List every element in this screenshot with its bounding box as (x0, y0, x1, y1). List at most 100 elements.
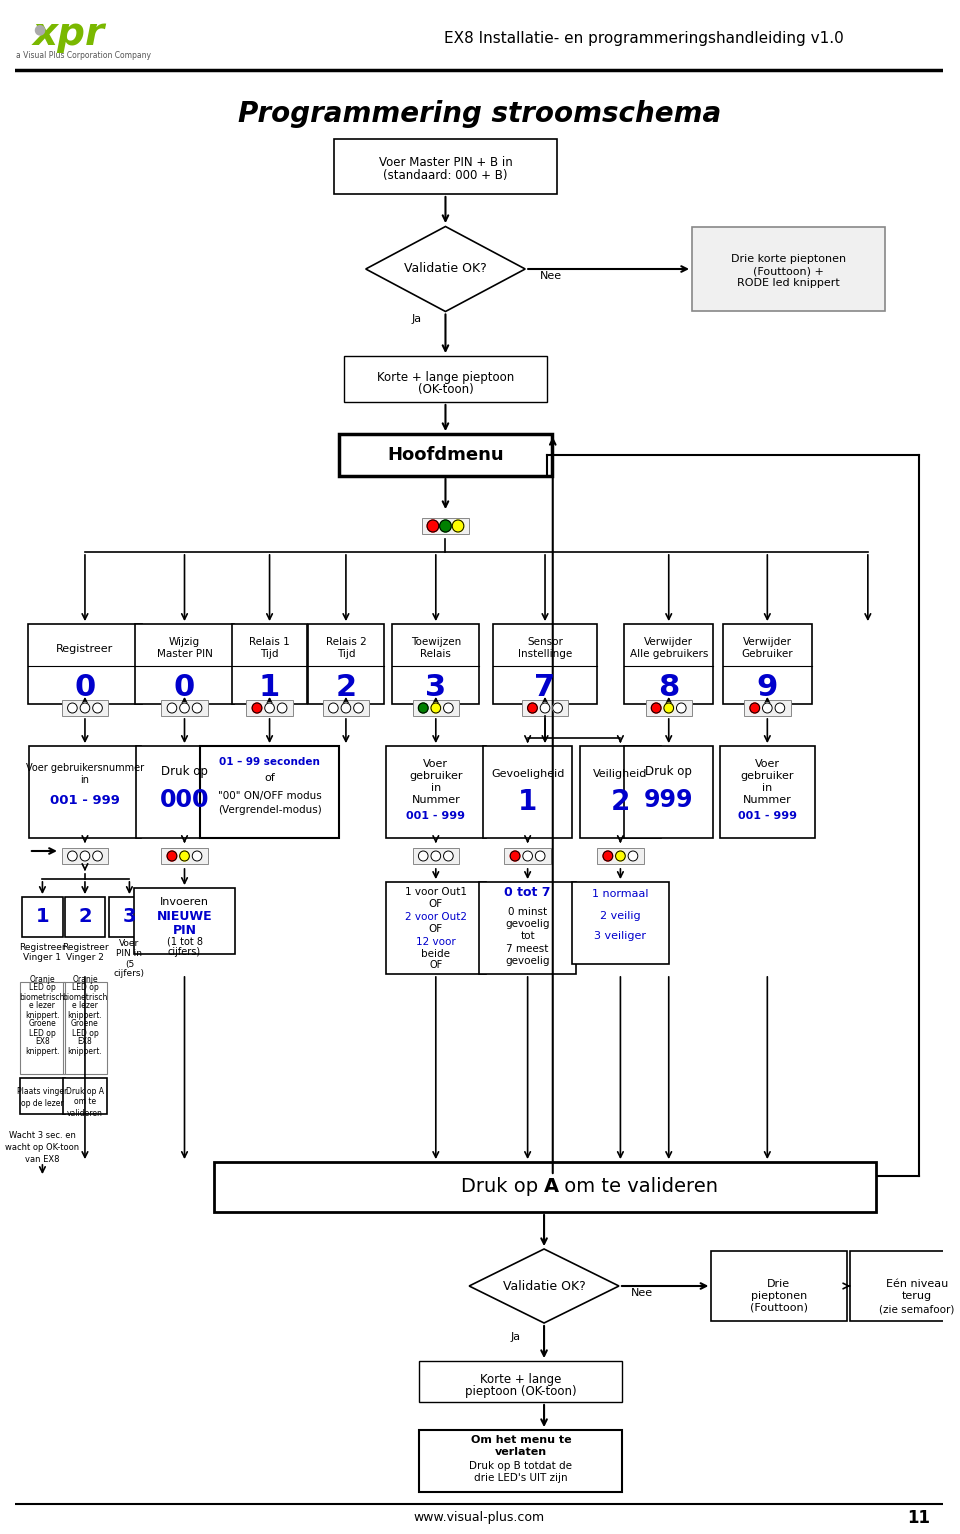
Text: OF: OF (429, 899, 443, 910)
Text: Master PIN: Master PIN (156, 649, 212, 660)
Text: Druk op: Druk op (461, 1178, 544, 1197)
Text: 001 - 999: 001 - 999 (738, 811, 797, 821)
Text: 12 voor: 12 voor (416, 937, 456, 946)
Text: biometrisch: biometrisch (62, 992, 108, 1002)
FancyBboxPatch shape (29, 746, 141, 838)
Text: Alle gebruikers: Alle gebruikers (630, 649, 708, 660)
Text: 0: 0 (74, 673, 96, 703)
Text: gevoelig: gevoelig (505, 919, 550, 930)
Text: 3: 3 (425, 673, 446, 703)
Text: Tijd: Tijd (337, 649, 355, 660)
Text: EX8: EX8 (78, 1037, 92, 1046)
Text: drie LED's UIT zijn: drie LED's UIT zijn (474, 1473, 567, 1483)
FancyBboxPatch shape (20, 1078, 64, 1114)
Text: Groene: Groene (71, 1020, 99, 1028)
Text: Voer: Voer (755, 759, 780, 769)
Text: PIN in: PIN in (116, 950, 142, 959)
Text: in: in (431, 782, 441, 793)
Text: Ja: Ja (511, 1332, 521, 1342)
Circle shape (664, 703, 674, 713)
FancyBboxPatch shape (136, 746, 233, 838)
Text: 2 voor Out2: 2 voor Out2 (405, 913, 467, 922)
FancyBboxPatch shape (851, 1252, 960, 1321)
Text: 3 veiliger: 3 veiliger (594, 931, 646, 940)
Circle shape (553, 703, 563, 713)
Text: 8: 8 (659, 673, 680, 703)
Circle shape (167, 851, 177, 861)
FancyBboxPatch shape (308, 624, 384, 704)
Circle shape (180, 851, 189, 861)
FancyBboxPatch shape (135, 624, 234, 704)
Text: verlaten: verlaten (494, 1447, 547, 1457)
FancyBboxPatch shape (479, 882, 576, 974)
Text: NIEUWE: NIEUWE (156, 910, 212, 922)
Text: Validatie OK?: Validatie OK? (503, 1279, 586, 1293)
Text: 01 – 99 seconden: 01 – 99 seconden (219, 756, 320, 767)
Text: Ja: Ja (412, 314, 421, 324)
Text: in: in (81, 775, 89, 785)
Text: knippert.: knippert. (67, 1011, 103, 1020)
Circle shape (540, 703, 550, 713)
Text: knippert.: knippert. (67, 1046, 103, 1055)
Text: xpr: xpr (33, 15, 105, 54)
Text: www.visual-plus.com: www.visual-plus.com (414, 1511, 545, 1525)
FancyBboxPatch shape (22, 897, 62, 937)
FancyBboxPatch shape (580, 746, 661, 838)
Text: Registreer: Registreer (19, 942, 65, 951)
Text: Vinger 2: Vinger 2 (66, 954, 104, 962)
Text: Tijd: Tijd (260, 649, 278, 660)
Circle shape (628, 851, 637, 861)
Circle shape (452, 520, 464, 532)
Text: 7: 7 (535, 673, 556, 703)
Circle shape (651, 703, 661, 713)
Text: om te valideren: om te valideren (558, 1178, 717, 1197)
Circle shape (80, 703, 90, 713)
FancyBboxPatch shape (413, 700, 459, 716)
Text: Druk op: Druk op (161, 765, 208, 778)
FancyBboxPatch shape (522, 700, 568, 716)
FancyBboxPatch shape (109, 897, 150, 937)
Text: cijfers): cijfers) (114, 969, 145, 979)
Text: Vinger 1: Vinger 1 (23, 954, 61, 962)
Circle shape (265, 703, 275, 713)
Circle shape (353, 703, 363, 713)
Text: 2: 2 (611, 788, 630, 816)
Text: 1 voor Out1: 1 voor Out1 (405, 887, 467, 897)
FancyBboxPatch shape (504, 848, 551, 864)
Text: e lezer: e lezer (72, 1002, 98, 1011)
Text: Groene: Groene (29, 1020, 57, 1028)
FancyBboxPatch shape (200, 746, 339, 838)
FancyBboxPatch shape (344, 356, 547, 402)
Text: LED op: LED op (29, 983, 56, 992)
FancyBboxPatch shape (572, 882, 669, 963)
Text: Korte + lange: Korte + lange (480, 1373, 562, 1385)
Polygon shape (366, 227, 525, 311)
FancyBboxPatch shape (213, 1161, 876, 1212)
Text: 3: 3 (123, 908, 136, 927)
Text: e lezer: e lezer (30, 1002, 56, 1011)
Text: Registreer: Registreer (61, 942, 108, 951)
FancyBboxPatch shape (339, 434, 552, 476)
Text: (5: (5 (125, 959, 134, 968)
Text: (Vergrendel-modus): (Vergrendel-modus) (218, 805, 322, 815)
Text: Voer gebruikersnummer: Voer gebruikersnummer (26, 762, 144, 773)
Text: 1 normaal: 1 normaal (592, 890, 649, 899)
Text: Nummer: Nummer (743, 795, 792, 805)
Text: van EX8: van EX8 (25, 1155, 60, 1163)
Text: Wijzig: Wijzig (169, 637, 200, 647)
Circle shape (444, 851, 453, 861)
FancyBboxPatch shape (247, 700, 293, 716)
Text: Invoeren: Invoeren (160, 897, 209, 907)
FancyBboxPatch shape (720, 746, 815, 838)
Text: 1: 1 (36, 908, 49, 927)
Text: (1 tot 8: (1 tot 8 (166, 937, 203, 946)
Circle shape (440, 520, 451, 532)
Text: 9: 9 (756, 673, 778, 703)
Text: Gebruiker: Gebruiker (741, 649, 793, 660)
FancyBboxPatch shape (61, 700, 108, 716)
Text: (OK-toon): (OK-toon) (418, 382, 473, 396)
FancyBboxPatch shape (483, 746, 572, 838)
FancyBboxPatch shape (422, 518, 468, 534)
FancyBboxPatch shape (624, 624, 713, 704)
Text: Voer: Voer (119, 939, 139, 948)
